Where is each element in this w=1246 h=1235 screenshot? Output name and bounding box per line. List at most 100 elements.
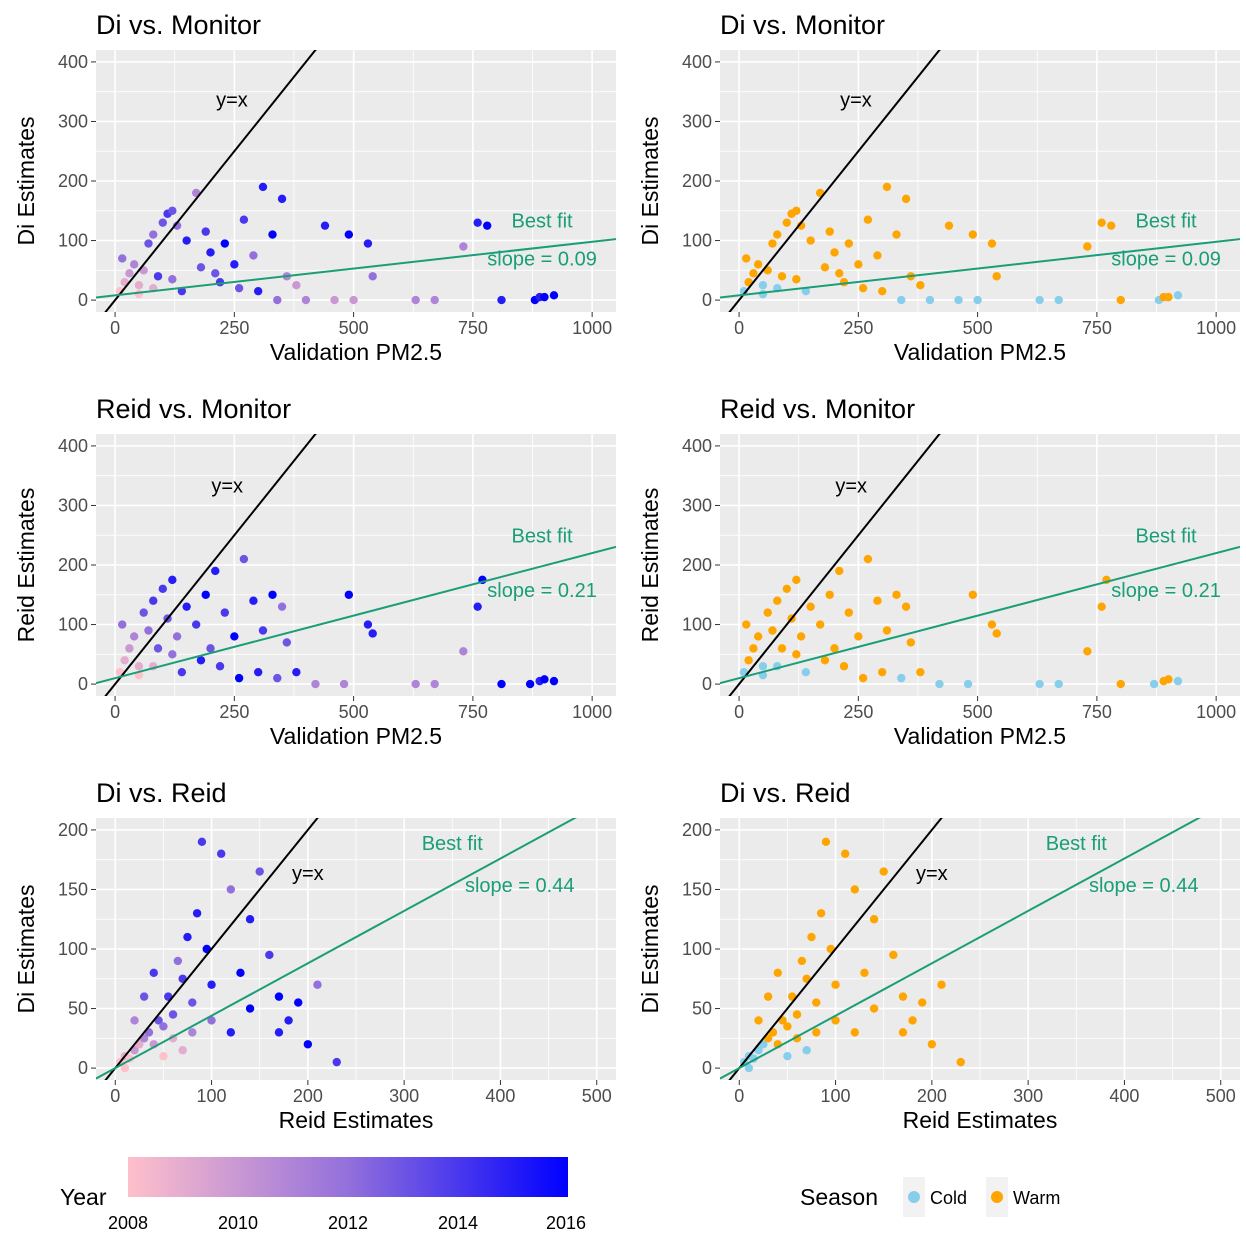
data-point <box>139 608 148 617</box>
x-tick-label: 750 <box>1082 318 1112 338</box>
x-tick-label: 1000 <box>572 702 612 722</box>
data-point <box>1097 218 1106 227</box>
data-point <box>916 281 925 290</box>
data-point <box>820 263 830 272</box>
data-point <box>873 251 882 260</box>
data-point <box>783 1051 792 1061</box>
data-point <box>497 679 506 689</box>
data-point <box>801 667 811 677</box>
data-point <box>908 1016 917 1025</box>
data-point <box>792 650 801 659</box>
data-point <box>839 662 849 671</box>
y-tick-label: 400 <box>682 52 712 72</box>
data-point <box>882 626 892 635</box>
data-point <box>802 1046 811 1055</box>
data-point <box>749 644 758 653</box>
data-point <box>313 980 322 989</box>
data-point <box>473 218 482 227</box>
data-point <box>411 679 420 689</box>
data-point <box>820 656 830 665</box>
best-fit-label: Best fit <box>1135 210 1197 232</box>
data-point <box>831 1016 840 1025</box>
identity-line <box>728 818 943 1080</box>
data-point <box>196 263 206 272</box>
x-tick-label: 250 <box>843 318 873 338</box>
data-point <box>207 1016 216 1025</box>
data-point <box>898 992 908 1001</box>
y-tick-label: 100 <box>58 939 88 959</box>
x-tick-label: 1000 <box>1196 702 1236 722</box>
data-point <box>742 254 751 263</box>
data-point <box>878 667 887 677</box>
x-tick-label: 500 <box>339 318 369 338</box>
data-point <box>274 1028 284 1037</box>
y-tick-label: 0 <box>702 674 712 694</box>
panel-title: Di vs. Monitor <box>720 10 885 40</box>
data-point <box>831 980 840 989</box>
y-tick-label: 0 <box>78 1058 88 1078</box>
x-tick-label: 750 <box>458 318 488 338</box>
x-axis-label: Validation PM2.5 <box>894 339 1066 365</box>
data-point <box>944 221 954 230</box>
x-tick-label: 400 <box>485 1086 515 1106</box>
data-point <box>897 295 906 305</box>
data-point <box>992 272 1001 281</box>
data-point <box>277 194 287 204</box>
x-tick-label: 500 <box>963 318 993 338</box>
x-tick-label: 0 <box>734 318 744 338</box>
data-point <box>254 286 263 296</box>
season-label-cold: Cold <box>930 1188 967 1208</box>
data-point <box>901 194 911 204</box>
data-point <box>349 295 358 305</box>
identity-label: y=x <box>916 863 948 885</box>
data-point <box>129 260 139 269</box>
data-point <box>183 932 192 942</box>
data-point <box>149 596 158 605</box>
y-tick-label: 100 <box>682 615 712 635</box>
best-fit-line <box>720 818 1201 1080</box>
data-point <box>796 632 806 641</box>
data-point <box>1173 291 1183 300</box>
x-tick-label: 250 <box>219 318 249 338</box>
data-point <box>807 932 816 942</box>
slope-label: slope = 0.44 <box>465 875 575 897</box>
data-point <box>149 968 158 978</box>
line-layer <box>720 434 1240 696</box>
data-point <box>782 584 791 594</box>
data-point <box>540 675 549 684</box>
data-point <box>172 221 182 230</box>
data-point <box>258 626 268 635</box>
data-point <box>206 248 215 257</box>
y-tick-label: 0 <box>78 674 88 694</box>
data-point <box>188 1028 197 1037</box>
data-point <box>311 679 320 689</box>
data-point <box>889 950 898 960</box>
data-point <box>1083 242 1092 251</box>
identity-label: y=x <box>211 475 243 497</box>
y-axis-label: Di Estimates <box>13 116 39 245</box>
data-point <box>236 968 245 978</box>
data-point <box>525 679 535 689</box>
data-point <box>268 590 277 599</box>
data-point <box>497 295 506 305</box>
data-point <box>1164 675 1173 684</box>
data-point <box>987 239 997 248</box>
data-point <box>918 998 927 1007</box>
year-tick-label: 2012 <box>328 1213 368 1233</box>
data-point <box>854 632 863 641</box>
data-point <box>411 295 420 305</box>
scatter-panel: Di vs. Monitor 0 250 500 750 1000 0 100 200 300 40… <box>637 10 1240 365</box>
data-point <box>1106 221 1116 230</box>
data-point <box>330 295 339 305</box>
data-point <box>230 632 239 641</box>
data-point <box>806 236 815 245</box>
identity-line <box>104 434 317 696</box>
data-point <box>168 1010 178 1019</box>
data-point <box>758 662 768 671</box>
data-point <box>806 602 815 611</box>
data-point <box>459 647 468 656</box>
data-point <box>773 230 782 239</box>
data-point <box>815 620 825 629</box>
x-tick-label: 500 <box>339 702 369 722</box>
data-point <box>159 1051 168 1061</box>
